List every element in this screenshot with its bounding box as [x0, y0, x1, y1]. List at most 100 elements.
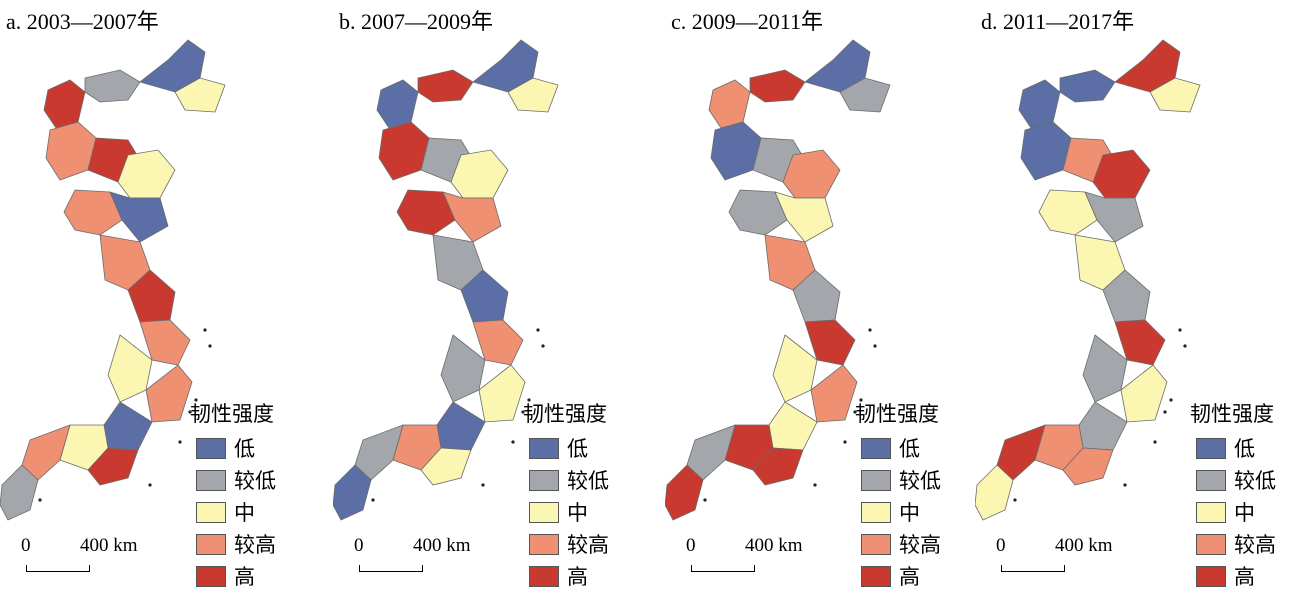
- legend-swatch-medium: [529, 502, 559, 523]
- map-region: [84, 69, 141, 103]
- scale-zero-label: 0: [996, 535, 1006, 556]
- scale-max-label: 400 km: [413, 535, 471, 556]
- legend-title: 韧性强度: [190, 402, 274, 426]
- island-marker: [853, 410, 857, 414]
- legend-item-high: 高: [523, 560, 658, 592]
- legend-title: 韧性强度: [1190, 402, 1274, 426]
- legend-item-medium: 中: [855, 496, 990, 528]
- legend-item-medium: 中: [1190, 496, 1300, 528]
- map-region: [107, 334, 153, 403]
- coastal-map-svg: [0, 39, 226, 521]
- map-region: [1082, 334, 1128, 403]
- island-marker: [1013, 498, 1017, 502]
- map-region: [354, 424, 404, 481]
- map-region: [417, 69, 474, 103]
- legend-label-high: 高: [1234, 565, 1255, 589]
- map-region: [109, 191, 169, 243]
- legend-label-high: 高: [567, 565, 588, 589]
- map-region: [442, 191, 502, 243]
- map-region: [1020, 121, 1072, 181]
- map-region: [839, 77, 891, 113]
- map-panel-d: d. 2011—2017年 韧性强度 低 较低 中 较高 高 0 400 km: [975, 0, 1300, 589]
- island-marker: [859, 398, 863, 402]
- map-region: [1102, 269, 1151, 323]
- legend-label-medium: 中: [899, 501, 920, 525]
- legend-swatch-higher: [1196, 534, 1226, 555]
- map-region: [21, 424, 71, 481]
- island-marker: [481, 483, 485, 487]
- island-marker: [843, 440, 847, 444]
- legend-swatch-lower: [529, 470, 559, 491]
- coastal-map-svg: [665, 39, 891, 521]
- legend-label-medium: 中: [234, 501, 255, 525]
- map-region: [333, 464, 372, 521]
- legend-item-lower: 较低: [523, 464, 658, 496]
- legend-swatch-higher: [196, 534, 226, 555]
- legend-swatch-high: [529, 566, 559, 587]
- island-marker: [873, 344, 877, 348]
- map-region: [472, 319, 524, 366]
- legend-swatch-high: [861, 566, 891, 587]
- legend-item-lower: 较低: [1190, 464, 1300, 496]
- legend-item-medium: 中: [523, 496, 658, 528]
- legend-label-low: 低: [1234, 437, 1255, 461]
- map-region: [507, 77, 559, 113]
- map-region: [810, 364, 858, 423]
- map-region: [174, 77, 226, 113]
- map-region: [996, 424, 1046, 481]
- legend-item-higher: 较高: [855, 528, 990, 560]
- island-marker: [371, 498, 375, 502]
- scale-line: [691, 565, 755, 572]
- legend-label-lower: 较低: [234, 469, 276, 493]
- map-region: [376, 79, 419, 129]
- legend-item-high: 高: [855, 560, 990, 592]
- legend-item-higher: 较高: [1190, 528, 1300, 560]
- legend-swatch-low: [529, 438, 559, 459]
- map-region: [1149, 77, 1201, 113]
- scale-max-label: 400 km: [745, 535, 803, 556]
- legend-label-lower: 较低: [1234, 469, 1276, 493]
- legend-label-medium: 中: [567, 501, 588, 525]
- map-region: [1078, 401, 1128, 451]
- scale-zero-label: 0: [354, 535, 364, 556]
- scale-bar: 0 400 km: [993, 535, 1153, 580]
- island-marker: [1169, 398, 1173, 402]
- legend-label-higher: 较高: [234, 533, 276, 557]
- island-marker: [527, 398, 531, 402]
- island-marker: [1163, 410, 1167, 414]
- legend-swatch-lower: [1196, 470, 1226, 491]
- map-panel-b: b. 2007—2009年 韧性强度 低 较低 中 较高 高 0 400 km: [333, 0, 658, 589]
- scale-line: [26, 565, 90, 572]
- scale-bar: 0 400 km: [683, 535, 843, 580]
- island-marker: [541, 344, 545, 348]
- legend-swatch-low: [196, 438, 226, 459]
- scale-zero-label: 0: [21, 535, 31, 556]
- legend-swatch-lower: [861, 470, 891, 491]
- map-region: [1059, 69, 1116, 103]
- map-region: [792, 269, 841, 323]
- coastal-map-svg: [975, 39, 1201, 521]
- island-marker: [1183, 344, 1187, 348]
- scale-max-label: 400 km: [80, 535, 138, 556]
- panel-title: d. 2011—2017年: [981, 9, 1135, 34]
- island-marker: [1153, 440, 1157, 444]
- legend-swatch-low: [861, 438, 891, 459]
- scale-line: [1001, 565, 1065, 572]
- scale-bar: 0 400 km: [351, 535, 511, 580]
- island-marker: [194, 398, 198, 402]
- coastal-map-svg: [333, 39, 559, 521]
- legend: 韧性强度 低 较低 中 较高 高: [190, 398, 325, 592]
- legend-swatch-higher: [529, 534, 559, 555]
- legend: 韧性强度 低 较低 中 较高 高: [523, 398, 658, 592]
- legend-item-high: 高: [1190, 560, 1300, 592]
- legend-swatch-medium: [1196, 502, 1226, 523]
- map-region: [708, 79, 751, 129]
- panel-title: b. 2007—2009年: [339, 9, 494, 34]
- scale-bar: 0 400 km: [18, 535, 178, 580]
- legend-label-low: 低: [234, 437, 255, 461]
- map-region: [103, 401, 153, 451]
- island-marker: [703, 498, 707, 502]
- legend-item-medium: 中: [190, 496, 325, 528]
- legend-label-higher: 较高: [567, 533, 609, 557]
- legend-label-high: 高: [234, 565, 255, 589]
